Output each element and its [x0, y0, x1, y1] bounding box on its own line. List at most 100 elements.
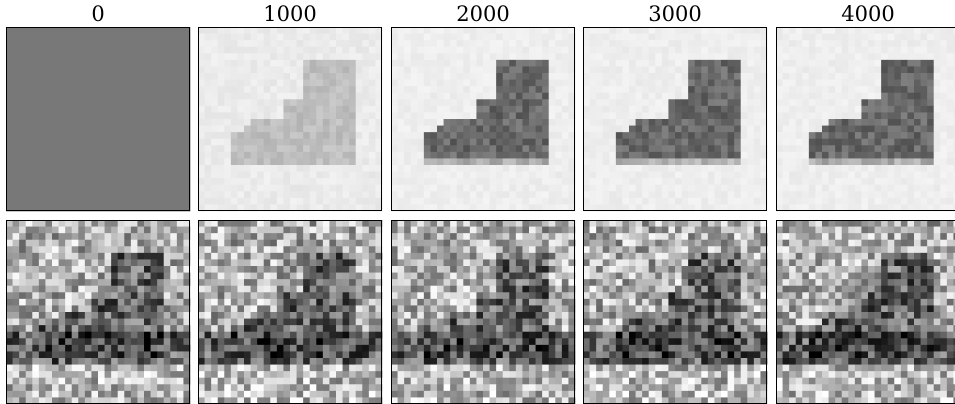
pixel [72, 53, 79, 60]
pixel [596, 27, 603, 34]
pixel [369, 273, 376, 280]
pixel [157, 365, 164, 372]
pixel [310, 112, 317, 119]
pixel [111, 178, 118, 185]
pixel [13, 53, 20, 60]
pixel [549, 259, 556, 266]
pixel [218, 66, 225, 73]
pixel [596, 47, 603, 54]
pixel [290, 66, 297, 73]
pixel [59, 73, 66, 80]
pixel [728, 86, 735, 93]
pixel [437, 266, 444, 273]
pixel [542, 106, 549, 113]
pixel [177, 279, 184, 286]
pixel [164, 191, 171, 198]
pixel [695, 47, 702, 54]
pixel [244, 80, 251, 87]
pixel [609, 53, 616, 60]
pixel [583, 40, 590, 47]
pixel [522, 259, 529, 266]
pixel [476, 305, 483, 312]
pixel [509, 338, 516, 345]
pixel [549, 345, 556, 352]
pixel [476, 165, 483, 172]
pixel [728, 47, 735, 54]
pixel [398, 66, 405, 73]
pixel [270, 93, 277, 100]
pixel [32, 191, 39, 198]
pixel [356, 351, 363, 358]
pixel [343, 319, 350, 326]
pixel [496, 378, 503, 385]
pixel [522, 246, 529, 253]
pixel [562, 66, 569, 73]
pixel [224, 358, 231, 365]
pixel [52, 351, 59, 358]
pixel [476, 312, 483, 319]
pixel [231, 27, 238, 34]
pixel [391, 139, 398, 146]
pixel [157, 119, 164, 126]
pixel [323, 152, 330, 159]
pixel [124, 53, 131, 60]
pixel [343, 178, 350, 185]
pixel [503, 152, 510, 159]
pixel [417, 358, 424, 365]
pixel [111, 99, 118, 106]
pixel [457, 152, 464, 159]
pixel [457, 112, 464, 119]
pixel [111, 240, 118, 247]
pixel [270, 139, 277, 146]
pixel [270, 73, 277, 80]
pixel [437, 80, 444, 87]
pixel [609, 40, 616, 47]
pixel [13, 391, 20, 398]
pixel [32, 47, 39, 54]
pixel [297, 391, 304, 398]
pixel [529, 47, 536, 54]
pixel [218, 332, 225, 339]
pixel [529, 371, 536, 378]
pixel [542, 351, 549, 358]
pixel [251, 384, 258, 391]
pixel [310, 259, 317, 266]
pixel [277, 165, 284, 172]
pixel [450, 279, 457, 286]
pixel [144, 198, 151, 205]
pixel [65, 299, 72, 306]
pixel [411, 178, 418, 185]
pixel [470, 299, 477, 306]
pixel [164, 53, 171, 60]
pixel [470, 99, 477, 106]
pixel [555, 312, 562, 319]
pixel [529, 112, 536, 119]
pixel [336, 86, 343, 93]
pixel [509, 126, 516, 133]
pixel [549, 172, 556, 179]
pixel [549, 338, 556, 345]
pixel [649, 86, 656, 93]
pixel [78, 273, 85, 280]
pixel [398, 292, 405, 299]
pixel [369, 112, 376, 119]
pixel [59, 266, 66, 273]
pixel [490, 139, 497, 146]
pixel [26, 220, 33, 227]
pixel [6, 178, 13, 185]
pixel [463, 99, 470, 106]
pixel [369, 126, 376, 133]
pixel [362, 345, 369, 352]
pixel [218, 371, 225, 378]
pixel [476, 172, 483, 179]
pixel [111, 312, 118, 319]
pixel [6, 240, 13, 247]
pixel [257, 172, 264, 179]
pixel [98, 338, 105, 345]
pixel [629, 34, 636, 41]
pixel [39, 233, 46, 240]
pixel [369, 198, 376, 205]
pixel [170, 378, 177, 385]
pixel [283, 338, 290, 345]
pixel [32, 185, 39, 192]
